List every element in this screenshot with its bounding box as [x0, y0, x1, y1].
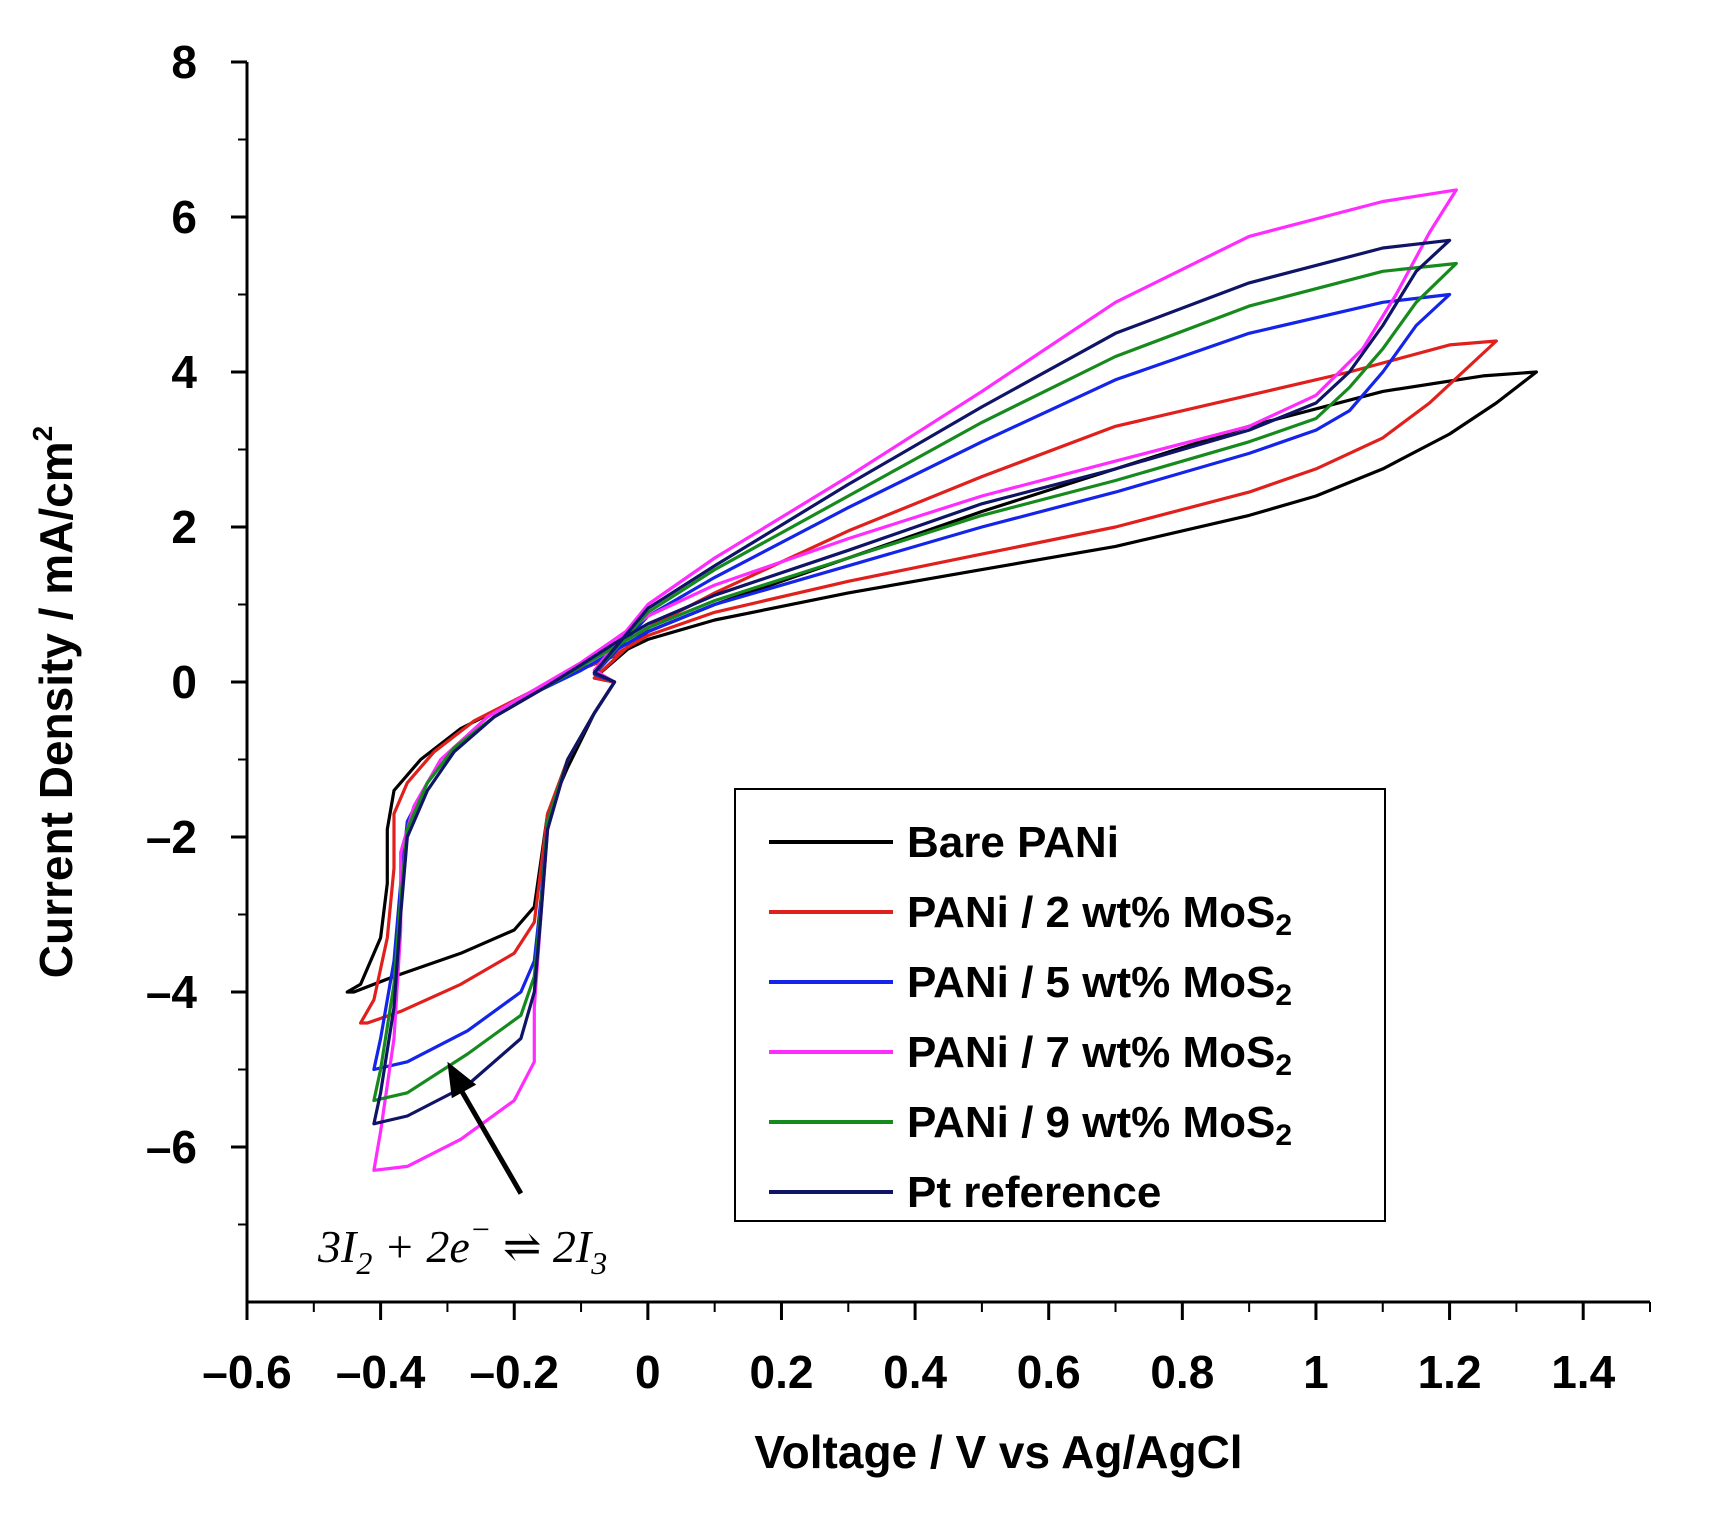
series-line-4	[372, 188, 1458, 1172]
series-line-5	[372, 261, 1458, 1103]
legend-label-4: PANi / 7 wt% MoS2	[907, 1028, 1292, 1082]
x-tick-label: 0.8	[1150, 1346, 1214, 1398]
annotation-equation: 3I2 + 2e− ⇌ 2I3	[317, 1211, 607, 1281]
y-tick-label: 0	[171, 656, 197, 708]
x-tick-label: –0.4	[336, 1346, 426, 1398]
legend-label-6: Pt reference	[907, 1168, 1161, 1217]
x-tick-label: 0	[635, 1346, 661, 1398]
y-tick-label: 2	[171, 501, 197, 553]
legend-label-5: PANi / 9 wt% MoS2	[907, 1098, 1292, 1152]
y-tick-label: –2	[146, 811, 197, 863]
x-tick-label: 0.2	[749, 1346, 813, 1398]
legend-label-2: PANi / 2 wt% MoS2	[907, 888, 1292, 942]
x-tick-label: 0.4	[883, 1346, 947, 1398]
legend-label-1: Bare PANi	[907, 818, 1119, 867]
x-tick-label: 1	[1303, 1346, 1329, 1398]
y-tick-label: –6	[146, 1121, 197, 1173]
x-tick-label: –0.6	[202, 1346, 292, 1398]
y-axis-title: Current Density / mA/cm2	[27, 426, 82, 978]
y-tick-label: 6	[171, 191, 197, 243]
x-tick-label: 1.4	[1551, 1346, 1615, 1398]
y-tick-label: 8	[171, 36, 197, 88]
annotation-arrow-head	[447, 1061, 477, 1099]
x-tick-label: 0.6	[1017, 1346, 1081, 1398]
x-tick-label: 1.2	[1418, 1346, 1482, 1398]
x-tick-label: –0.2	[469, 1346, 559, 1398]
y-tick-label: 4	[171, 346, 197, 398]
legend-label-3: PANi / 5 wt% MoS2	[907, 958, 1292, 1012]
annotation-arrow-shaft	[455, 1082, 524, 1195]
y-tick-label: –4	[146, 966, 198, 1018]
series-line-2	[359, 339, 1498, 1025]
series-line-6	[372, 238, 1452, 1126]
x-axis-title: Voltage / V vs Ag/AgCl	[754, 1426, 1242, 1478]
series-line-3	[372, 292, 1452, 1072]
legend-box	[734, 788, 1386, 1222]
